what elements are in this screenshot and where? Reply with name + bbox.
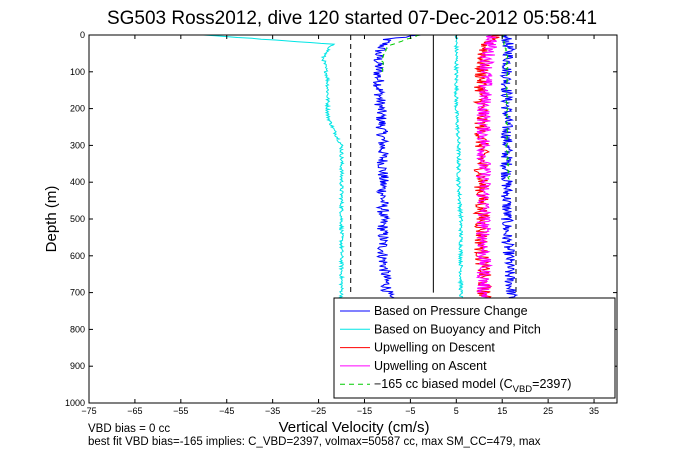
y-axis-label: Depth (m) xyxy=(43,186,60,253)
series-3-branch-0 xyxy=(475,35,498,301)
y-tick-label-3: 300 xyxy=(70,140,85,150)
footer-line-1: VBD bias = 0 cc xyxy=(88,423,170,435)
series-0-branch-0 xyxy=(373,35,422,301)
series-2-branch-0 xyxy=(472,35,617,301)
series-4-branch-1 xyxy=(501,35,511,183)
y-tick-label-7: 700 xyxy=(70,288,85,298)
x-tick-label-5: −25 xyxy=(311,406,326,416)
footer-line-2: best fit VBD bias=-165 implies: C_VBD=23… xyxy=(88,436,541,448)
legend-label-2: Upwelling on Descent xyxy=(374,341,495,355)
y-tick-label-5: 500 xyxy=(70,214,85,224)
x-tick-label-11: 35 xyxy=(589,406,599,416)
series-1-branch-0 xyxy=(89,35,346,301)
y-tick-label-10: 1000 xyxy=(65,398,85,408)
x-tick-label-4: −35 xyxy=(265,406,280,416)
reference-lines xyxy=(350,35,517,293)
y-tick-label-2: 200 xyxy=(70,104,85,114)
y-axis-ticks: 0 100 200 300 400 500 600 700 800 900 1000 xyxy=(65,30,617,408)
legend-label-3: Upwelling on Ascent xyxy=(374,359,487,373)
legend-label-model: −165 cc biased model (CVBD=2397) xyxy=(374,377,571,395)
legend-label-0: Based on Pressure Change xyxy=(374,304,528,318)
x-tick-label-7: −5 xyxy=(405,406,415,416)
legend-box xyxy=(333,297,616,399)
legend: Based on Pressure Change Based on Buoyanc… xyxy=(333,297,616,399)
x-tick-label-1: −65 xyxy=(127,406,142,416)
x-axis-ticks: −75 −65 −55 −45 −35 −25 −15 −5 5 15 25 35 xyxy=(81,35,599,416)
x-tick-label-8: 5 xyxy=(454,406,459,416)
y-tick-label-1: 100 xyxy=(70,67,85,77)
x-tick-label-0: −75 xyxy=(81,406,96,416)
series-0-branch-1 xyxy=(497,35,519,301)
x-tick-label-3: −45 xyxy=(219,406,234,416)
x-tick-label-6: −15 xyxy=(357,406,372,416)
y-tick-label-9: 900 xyxy=(70,361,85,371)
chart-title: SG503 Ross2012, dive 120 started 07-Dec-… xyxy=(107,8,597,29)
y-tick-label-0: 0 xyxy=(80,30,85,40)
y-tick-label-8: 800 xyxy=(70,324,85,334)
series-lines xyxy=(89,35,617,301)
legend-label-1: Based on Buoyancy and Pitch xyxy=(374,322,541,336)
series-1-branch-1 xyxy=(453,35,608,301)
x-tick-label-9: 15 xyxy=(497,406,507,416)
x-tick-label-2: −55 xyxy=(173,406,188,416)
series-4-branch-0 xyxy=(203,35,421,73)
y-tick-label-6: 600 xyxy=(70,251,85,261)
x-axis-label: Vertical Velocity (cm/s) xyxy=(279,419,430,436)
y-tick-label-4: 400 xyxy=(70,177,85,187)
x-tick-label-10: 25 xyxy=(543,406,553,416)
